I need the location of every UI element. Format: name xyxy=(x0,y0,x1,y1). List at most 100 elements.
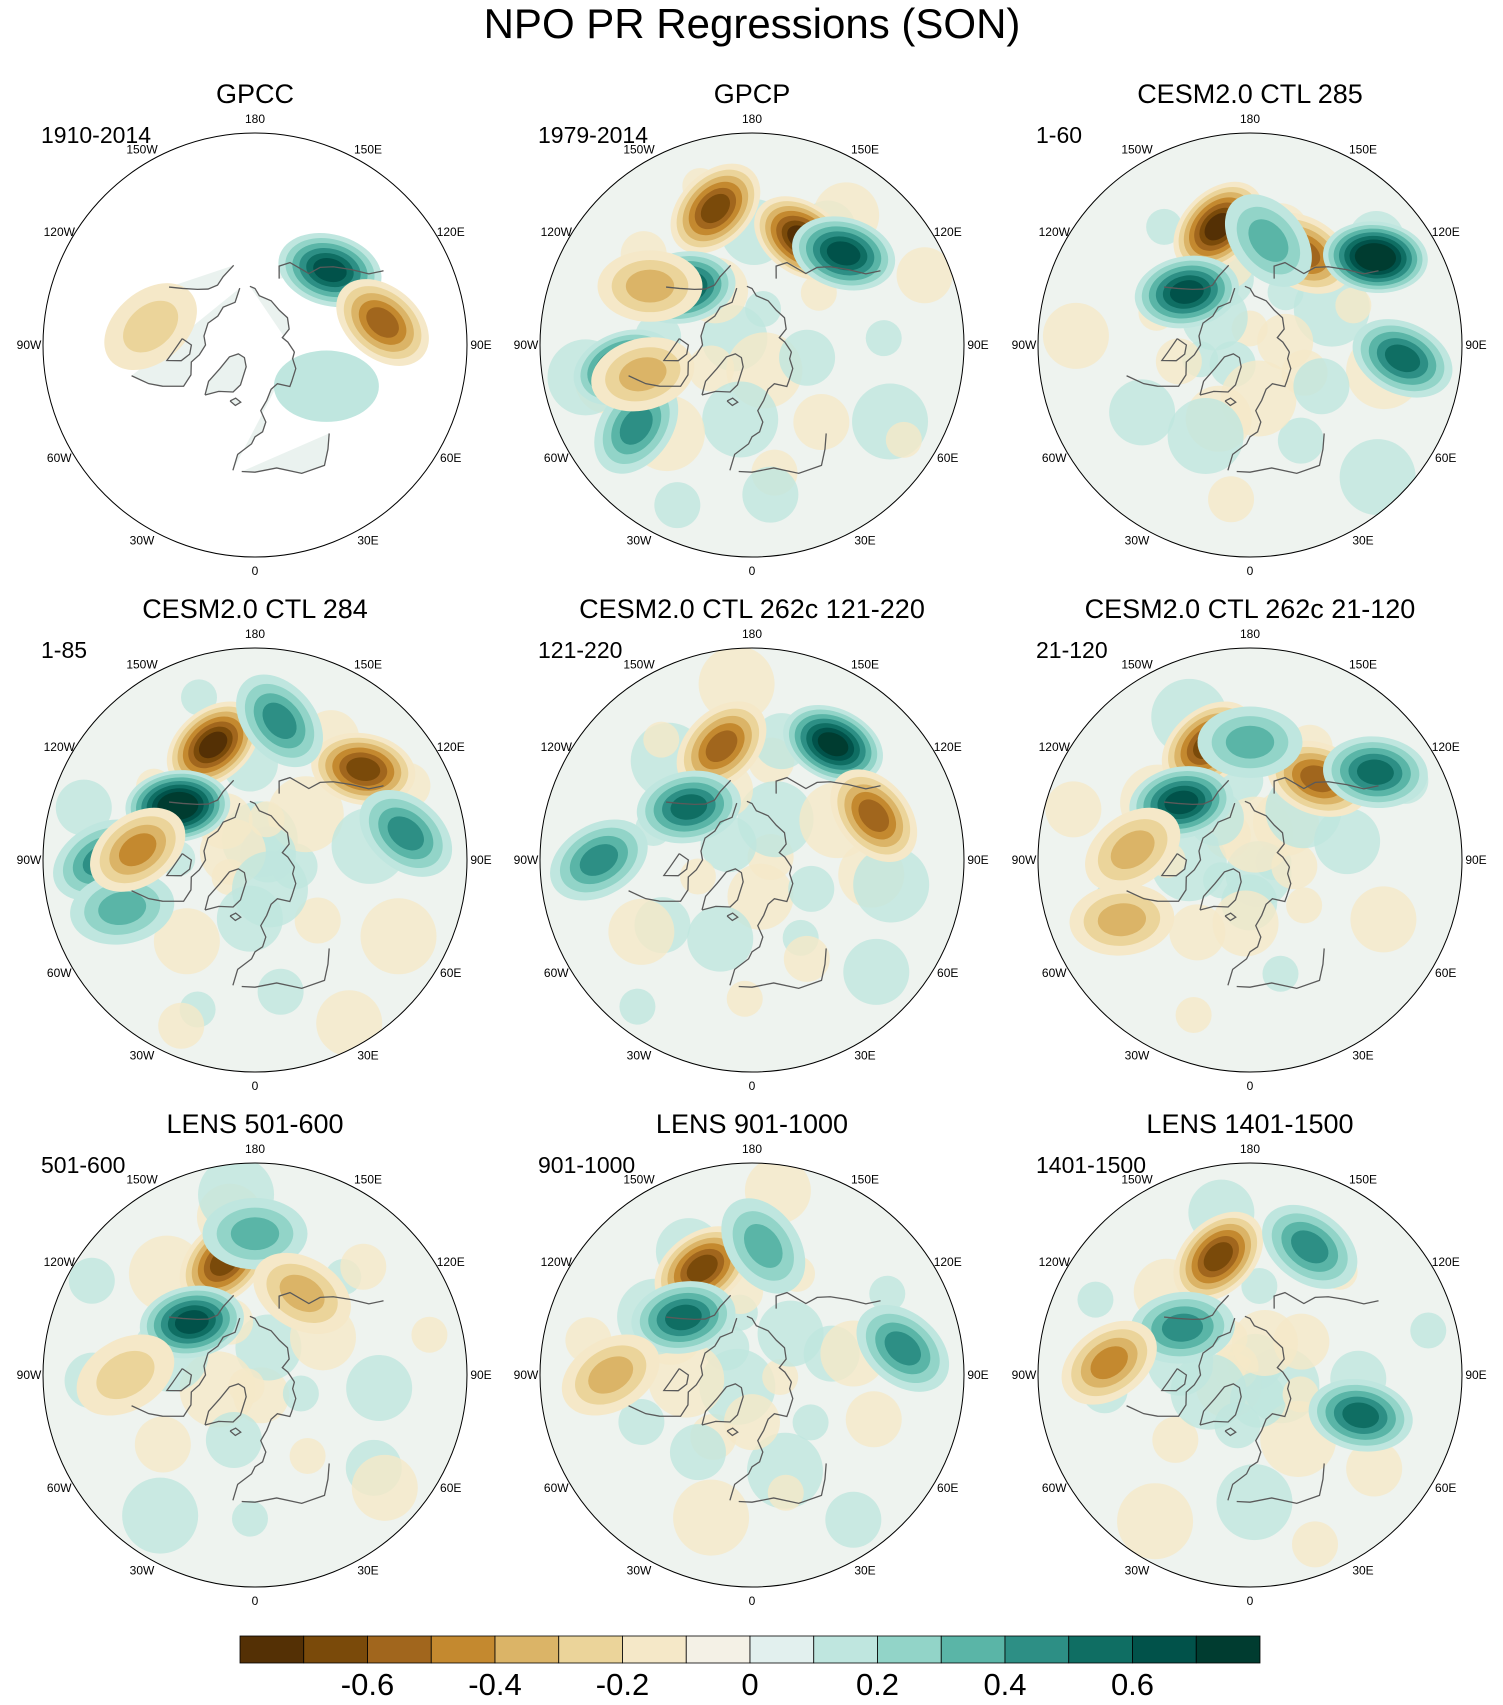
contour-level xyxy=(884,1331,921,1366)
background-anomaly xyxy=(231,851,308,928)
background-anomaly xyxy=(792,1404,829,1441)
longitude-label: 120E xyxy=(934,740,962,754)
coastline xyxy=(169,264,235,291)
panel-title: LENS 901-1000 xyxy=(656,1109,848,1139)
background-anomaly xyxy=(1220,360,1297,437)
coastline xyxy=(726,1427,739,1437)
coastline xyxy=(249,1315,295,1383)
longitude-label: 30W xyxy=(627,534,652,548)
contour-level xyxy=(1356,759,1394,785)
contour-level xyxy=(705,730,738,763)
background-anomaly xyxy=(205,1411,262,1468)
background-anomaly xyxy=(779,329,836,386)
longitude-label: 150W xyxy=(623,657,655,671)
anomaly-feature xyxy=(1061,1320,1157,1405)
contour-level xyxy=(346,757,381,781)
background-anomaly xyxy=(654,482,701,529)
colorbar-swatch xyxy=(558,1635,623,1664)
contour-level xyxy=(1110,830,1155,870)
map-border xyxy=(42,132,468,558)
coastline xyxy=(738,433,827,475)
panel: LENS 901-1000 901-1000 180 150E 120E 90E 60E 30… xyxy=(514,1109,989,1608)
map-area xyxy=(1038,133,1462,557)
contour-level xyxy=(279,1274,325,1313)
coastline xyxy=(131,1317,241,1417)
longitude-label: 150W xyxy=(126,1172,158,1186)
background-anomaly xyxy=(153,908,220,975)
panel: CESM2.0 CTL 262c 21-120 21-120 180 150E 120E… xyxy=(1012,594,1487,1093)
panel: GPCC 1910-2014 180 150E 120E 90E 60E 30E 0 30W 60W… xyxy=(17,79,492,578)
coastline xyxy=(1273,776,1379,794)
coastline xyxy=(1164,779,1230,806)
coastline xyxy=(1199,868,1242,911)
contour-level xyxy=(817,732,849,757)
coastline xyxy=(775,261,881,279)
coastline xyxy=(1227,351,1292,471)
anomaly-feature xyxy=(550,819,648,901)
coastline xyxy=(249,800,295,868)
background-anomaly xyxy=(843,938,910,1005)
longitude-label: 150E xyxy=(354,1172,382,1186)
background-anomaly xyxy=(68,1257,115,1304)
background-anomaly xyxy=(762,1358,799,1395)
background-anomaly xyxy=(248,801,285,838)
panel: CESM2.0 CTL 285 1-60 180 150E 120E 90E 60E 30E 0… xyxy=(1012,79,1487,578)
longitude-label: 120W xyxy=(541,740,573,754)
background-anomaly xyxy=(1257,313,1314,370)
longitude-label: 90W xyxy=(514,1368,539,1382)
background-anomaly xyxy=(231,1500,268,1537)
coastline xyxy=(729,866,794,986)
longitude-label: 0 xyxy=(749,564,756,578)
coastline xyxy=(1236,1463,1325,1505)
coastline xyxy=(165,853,193,877)
background-anomaly xyxy=(1282,1376,1319,1413)
anomaly-feature xyxy=(1308,1378,1413,1452)
longitude-label: 150E xyxy=(851,657,879,671)
coastline xyxy=(1164,1294,1230,1321)
panel-title: CESM2.0 CTL 284 xyxy=(142,594,368,624)
coastline xyxy=(701,353,744,396)
longitude-label: 90W xyxy=(1012,338,1037,352)
background-anomaly xyxy=(55,779,112,836)
anomaly-feature xyxy=(1262,1204,1358,1289)
colorbar-tick-label: -0.4 xyxy=(468,1667,521,1702)
longitude-label: 0 xyxy=(1247,564,1254,578)
longitude-label: 60E xyxy=(440,451,461,465)
contour-level xyxy=(313,257,347,283)
panel: GPCP 1979-2014 180 150E 120E 90E 60E 30E 0 30W 60W… xyxy=(514,79,989,578)
background-anomaly xyxy=(1045,781,1102,838)
background-anomaly xyxy=(865,320,902,357)
contour-level xyxy=(858,799,890,833)
longitude-label: 120W xyxy=(541,1255,573,1269)
contour-level xyxy=(826,241,861,266)
colorbar-swatch xyxy=(494,1635,560,1664)
background-anomaly xyxy=(869,1275,906,1312)
longitude-label: 30E xyxy=(357,1049,378,1063)
background-anomaly xyxy=(1410,1312,1447,1349)
coastline xyxy=(1126,802,1236,902)
background-anomaly xyxy=(1077,1281,1114,1318)
longitude-label: 150E xyxy=(1349,1172,1377,1186)
map-area xyxy=(43,133,467,557)
background-anomaly xyxy=(257,968,304,1015)
longitude-label: 90E xyxy=(967,338,988,352)
longitude-label: 90E xyxy=(470,338,491,352)
contour-level xyxy=(665,1304,702,1331)
longitude-label: 60E xyxy=(1435,966,1456,980)
longitude-label: 120W xyxy=(44,225,76,239)
background-anomaly xyxy=(1042,302,1109,369)
background-anomaly xyxy=(669,1424,726,1481)
background-anomaly xyxy=(1350,886,1417,953)
background-anomaly xyxy=(608,898,675,965)
longitude-label: 60E xyxy=(937,451,958,465)
contour-level xyxy=(1090,1346,1128,1380)
longitude-label: 120W xyxy=(1039,225,1071,239)
longitude-label: 30W xyxy=(627,1564,652,1578)
background-anomaly xyxy=(1109,379,1176,446)
coastline xyxy=(746,800,792,868)
longitude-label: 90E xyxy=(967,1368,988,1382)
panel-title: GPCP xyxy=(714,79,791,109)
anomaly-feature xyxy=(721,1198,806,1294)
coastline xyxy=(666,779,732,806)
coastline xyxy=(746,1315,792,1383)
